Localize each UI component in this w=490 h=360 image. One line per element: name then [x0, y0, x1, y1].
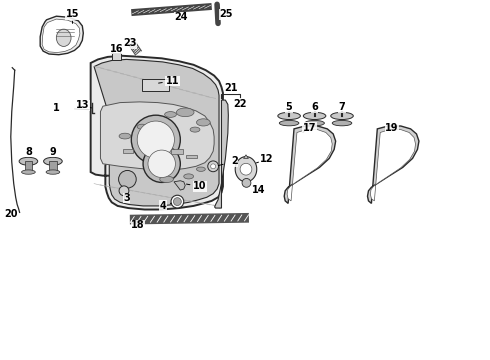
Text: 2: 2 [231, 156, 238, 166]
Polygon shape [40, 16, 83, 55]
Bar [171, 149, 183, 154]
Circle shape [211, 164, 216, 169]
Text: 13: 13 [75, 100, 89, 110]
Polygon shape [174, 181, 185, 190]
Polygon shape [91, 56, 223, 210]
Circle shape [119, 171, 136, 188]
Ellipse shape [137, 124, 147, 129]
Text: 6: 6 [311, 102, 318, 112]
Ellipse shape [22, 170, 35, 174]
Text: 21: 21 [224, 83, 238, 93]
Polygon shape [287, 130, 332, 201]
Bar [49, 161, 57, 172]
Text: 19: 19 [385, 123, 399, 133]
Text: 11: 11 [166, 76, 179, 86]
Ellipse shape [119, 133, 131, 139]
Text: 12: 12 [260, 154, 274, 164]
Circle shape [148, 150, 175, 177]
Text: 14: 14 [252, 185, 266, 195]
Ellipse shape [279, 120, 299, 126]
Text: 5: 5 [286, 102, 293, 112]
Text: 8: 8 [25, 147, 32, 157]
Ellipse shape [184, 174, 194, 179]
Ellipse shape [196, 167, 205, 171]
Ellipse shape [196, 119, 210, 126]
Circle shape [143, 145, 180, 183]
Ellipse shape [331, 112, 353, 120]
Ellipse shape [176, 108, 194, 117]
Bar [186, 155, 197, 158]
Polygon shape [368, 126, 419, 203]
Text: 7: 7 [339, 102, 345, 112]
Text: 20: 20 [4, 209, 18, 219]
Text: 18: 18 [131, 220, 145, 230]
Text: 16: 16 [110, 44, 123, 54]
Polygon shape [215, 100, 228, 208]
Text: 4: 4 [159, 201, 166, 211]
Ellipse shape [332, 120, 352, 126]
Ellipse shape [56, 29, 71, 46]
Circle shape [131, 115, 180, 164]
Text: 23: 23 [123, 38, 137, 48]
Polygon shape [284, 126, 336, 203]
Text: 22: 22 [233, 99, 247, 109]
Ellipse shape [303, 112, 326, 120]
Circle shape [240, 163, 252, 175]
Circle shape [242, 179, 251, 187]
Text: 3: 3 [123, 193, 130, 203]
Ellipse shape [46, 170, 60, 174]
Polygon shape [244, 155, 248, 158]
Circle shape [208, 161, 219, 172]
Ellipse shape [305, 120, 324, 126]
Ellipse shape [160, 176, 173, 183]
Text: 10: 10 [193, 181, 207, 192]
Polygon shape [235, 157, 257, 182]
Text: 1: 1 [53, 103, 60, 113]
Polygon shape [42, 19, 80, 53]
Circle shape [119, 186, 129, 196]
Text: 24: 24 [174, 12, 188, 22]
Ellipse shape [44, 157, 62, 165]
Polygon shape [370, 130, 416, 201]
Text: 17: 17 [303, 123, 317, 133]
Ellipse shape [190, 127, 200, 132]
Circle shape [137, 121, 174, 158]
Bar [142, 79, 169, 91]
Text: 25: 25 [220, 9, 233, 19]
Text: 9: 9 [49, 147, 56, 157]
FancyBboxPatch shape [112, 53, 121, 60]
Ellipse shape [278, 112, 300, 120]
Polygon shape [100, 102, 214, 170]
Bar [24, 161, 32, 172]
Circle shape [171, 195, 184, 208]
Ellipse shape [19, 157, 38, 165]
Bar [122, 149, 133, 153]
Circle shape [173, 198, 181, 206]
Polygon shape [94, 59, 219, 206]
Ellipse shape [165, 112, 176, 117]
Text: 15: 15 [66, 9, 79, 19]
